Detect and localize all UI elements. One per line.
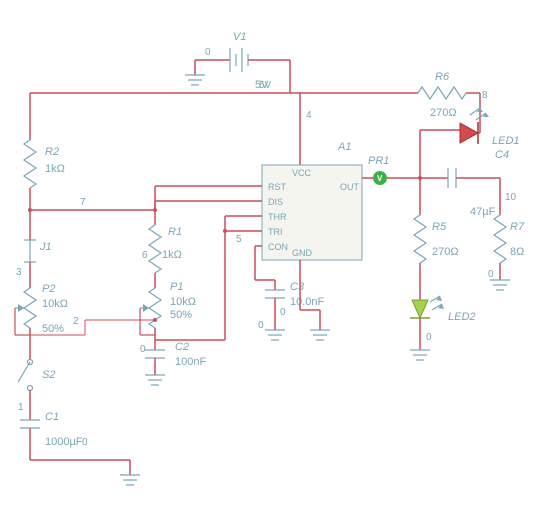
v1-ref: V1 [233, 31, 246, 43]
r2-ref: R2 [45, 146, 59, 158]
gnd-c3 [265, 330, 285, 340]
s2-switch[interactable] [18, 360, 33, 391]
c1-cap [20, 420, 40, 428]
r6-ref: R6 [435, 71, 450, 83]
c4-ref: C4 [495, 149, 509, 161]
c4-val: 47µF [470, 206, 496, 218]
gnd-c2 [145, 375, 165, 385]
node-6: 6 [142, 250, 148, 261]
c3-cap [265, 290, 285, 298]
led2-ref: LED2 [448, 311, 476, 323]
r6-val: 270Ω [430, 107, 457, 119]
node-0-c3b: 0 [258, 320, 264, 331]
led1-ref: LED1 [492, 135, 520, 147]
r5-val: 270Ω [432, 246, 459, 258]
c2-ref: C2 [175, 341, 189, 353]
probe-letter: V [377, 174, 383, 183]
pin-gnd: GND [292, 248, 313, 258]
j1-jumper [24, 240, 36, 262]
gnd-r7 [490, 280, 510, 290]
pin-dis: DIS [268, 197, 283, 207]
gnd-c1 [120, 475, 140, 485]
p2-pot [15, 288, 36, 335]
gnd-ic [310, 330, 330, 340]
node-0-v1: 0 [205, 47, 211, 58]
c4-cap [448, 168, 456, 188]
r1-val: 1kΩ [162, 249, 182, 261]
p2-pct: 50% [42, 323, 64, 335]
r7-val: 8Ω [510, 246, 524, 258]
gnd-led2 [410, 350, 430, 360]
led2 [410, 296, 444, 318]
node-0-c3: 0 [280, 307, 286, 318]
p1-pot [140, 288, 161, 335]
c3-ref: C3 [290, 281, 305, 293]
r7-ref: R7 [510, 221, 525, 233]
r2-val: 1kΩ [45, 163, 65, 175]
r2-resistor [24, 140, 36, 188]
r1-ref: R1 [168, 226, 182, 238]
node-3: 3 [16, 267, 22, 278]
c2-cap [145, 350, 165, 358]
led1 [460, 108, 489, 144]
node-2: 2 [73, 316, 79, 327]
j1-ref: J1 [39, 241, 52, 253]
r5-ref: R5 [432, 221, 447, 233]
c3-val: 10.0nF [290, 296, 325, 308]
probe-pr1[interactable]: V [373, 171, 387, 185]
p1-ref: P1 [170, 281, 183, 293]
node-1: 1 [18, 402, 24, 413]
node-5v: 5V [259, 80, 272, 91]
node-0-led2: 0 [426, 332, 432, 343]
node-0-r7: 0 [488, 269, 494, 280]
pin-tri: TRI [268, 227, 283, 237]
pin-thr: THR [268, 212, 287, 222]
c1-ref: C1 [45, 411, 59, 423]
p2-ref: P2 [42, 283, 55, 295]
node-10: 10 [505, 192, 517, 203]
pin-con: CON [268, 242, 288, 252]
pr1-ref: PR1 [368, 155, 389, 167]
node-7: 7 [80, 197, 86, 208]
node-4: 4 [306, 110, 312, 121]
r7-resistor [494, 215, 506, 263]
pin-rst: RST [268, 182, 287, 192]
pin-out: OUT [340, 182, 360, 192]
c1-val: 1000µF [45, 436, 83, 448]
c2-val: 100nF [175, 356, 206, 368]
p1-pct: 50% [170, 309, 192, 321]
a1-ref: A1 [337, 141, 351, 153]
node-0-c1: 0 [82, 437, 88, 448]
r6-resistor [405, 87, 480, 99]
r5-resistor [414, 215, 426, 263]
r1-resistor [149, 225, 161, 273]
gnd-v1 [185, 60, 205, 85]
node-8: 8 [482, 90, 488, 101]
p2-val: 10kΩ [42, 298, 68, 310]
node-5: 5 [236, 234, 242, 245]
s2-ref: S2 [42, 369, 55, 381]
p1-val: 10kΩ [170, 296, 196, 308]
node-0-c2: 0 [140, 344, 146, 355]
pin-vcc: VCC [292, 168, 312, 178]
